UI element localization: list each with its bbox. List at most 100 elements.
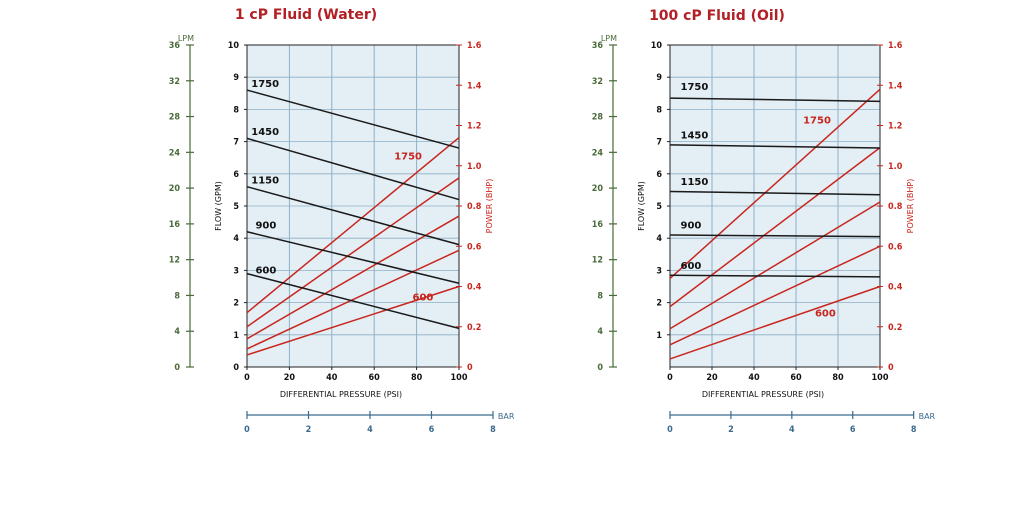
y-tick-label: 7 (233, 138, 239, 148)
y-axis-label: FLOW (GPM) (214, 181, 223, 231)
y-tick-label: 4 (656, 234, 662, 244)
lpm-tick-label: 24 (169, 148, 181, 158)
bar-tick-label: 0 (244, 425, 250, 435)
y2-tick-label: 1.4 (888, 81, 903, 91)
flow-line-900 (246, 231, 460, 285)
y-tick-label: 6 (656, 170, 662, 180)
y2-tick-label: 1.2 (467, 122, 481, 132)
x-tick-label: 40 (748, 373, 760, 383)
power-line-1150 (246, 215, 460, 340)
power-line-1450 (246, 177, 460, 328)
y-tick-label: 4 (233, 234, 239, 244)
y-tick-label: 10 (228, 41, 240, 51)
y2-tick-label: 1.2 (888, 122, 902, 132)
y-tick-label: 1 (656, 331, 662, 341)
power-line-1450 (669, 147, 881, 308)
power-line-600 (246, 285, 460, 356)
lpm-tick-label: 0 (597, 363, 603, 373)
y-tick-label: 1 (233, 331, 239, 341)
bar-axis-title: BAR (498, 412, 515, 421)
flow-line-600 (669, 274, 881, 278)
y-tick-label: 5 (233, 202, 239, 212)
bar-tick-label: 4 (367, 425, 373, 435)
flow-line-600 (246, 272, 460, 330)
power-line-600 (669, 285, 881, 360)
y-tick-label: 9 (233, 73, 239, 83)
y2-tick-label: 1.0 (888, 162, 903, 172)
flow-label-1450: 1450 (251, 127, 279, 138)
flow-label-1150: 1150 (681, 177, 709, 188)
y-tick-label: 7 (656, 138, 662, 148)
x-tick-label: 20 (706, 373, 718, 383)
x-tick-label: 20 (284, 373, 296, 383)
lpm-tick-label: 20 (169, 184, 181, 194)
flow-line-1450 (246, 137, 460, 201)
y-tick-label: 8 (656, 105, 662, 115)
lpm-tick-label: 12 (592, 256, 603, 266)
bar-tick-label: 2 (306, 425, 312, 435)
lpm-tick-label: 36 (592, 41, 604, 51)
flow-label-600: 600 (681, 261, 702, 272)
flow-label-900: 900 (255, 221, 276, 232)
y2-tick-label: 0.6 (467, 242, 482, 252)
y-tick-label: 8 (233, 105, 239, 115)
flow-line-1750 (669, 97, 881, 103)
flow-label-900: 900 (681, 221, 702, 232)
flow-line-900 (669, 234, 881, 238)
lpm-tick-label: 36 (169, 41, 181, 51)
chart-title: 100 cP Fluid (Oil) (649, 8, 785, 24)
x-tick-label: 60 (369, 373, 381, 383)
flow-line-1150 (246, 185, 460, 246)
y2-axis-label: POWER (BHP) (906, 179, 915, 234)
power-line-900 (246, 249, 460, 350)
bar-tick-label: 6 (850, 425, 856, 435)
lpm-tick-label: 20 (592, 184, 604, 194)
power-label-1750: 1750 (803, 115, 831, 126)
y-tick-label: 9 (656, 73, 662, 83)
y2-tick-label: 0.2 (888, 323, 902, 333)
y2-tick-label: 1.6 (888, 41, 903, 51)
flow-line-1750 (246, 89, 460, 149)
y2-tick-label: 0.8 (467, 202, 482, 212)
y-tick-label: 2 (656, 299, 662, 309)
x-tick-label: 0 (244, 373, 250, 383)
flow-label-1750: 1750 (681, 82, 709, 93)
y-tick-label: 3 (233, 266, 239, 276)
flow-label-1450: 1450 (681, 130, 709, 141)
lpm-tick-label: 32 (592, 77, 603, 87)
x-axis-label: DIFFERENTIAL PRESSURE (PSI) (702, 390, 824, 399)
x-tick-label: 40 (326, 373, 338, 383)
lpm-axis-title: LPM (601, 34, 617, 43)
y2-axis-label: POWER (BHP) (485, 179, 494, 234)
lpm-tick-label: 16 (169, 220, 181, 230)
x-axis-label: DIFFERENTIAL PRESSURE (PSI) (280, 390, 402, 399)
y-tick-label: 2 (233, 299, 239, 309)
y2-tick-label: 0.8 (888, 202, 903, 212)
flow-label-1750: 1750 (251, 79, 279, 90)
y-tick-label: 3 (656, 266, 662, 276)
y-tick-label: 10 (651, 41, 663, 51)
y2-tick-label: 0.2 (467, 323, 481, 333)
lpm-tick-label: 28 (592, 113, 604, 123)
lpm-tick-label: 4 (174, 327, 180, 337)
bar-axis-title: BAR (919, 412, 936, 421)
y2-tick-label: 0.6 (888, 242, 903, 252)
x-tick-label: 80 (832, 373, 844, 383)
power-label-1750: 1750 (394, 152, 422, 163)
lpm-tick-label: 24 (592, 148, 604, 158)
bar-tick-label: 8 (490, 425, 496, 435)
flow-label-600: 600 (255, 266, 276, 277)
power-line-1150 (669, 201, 881, 330)
power-line-1750 (669, 88, 881, 280)
lpm-tick-label: 0 (174, 363, 180, 373)
lpm-tick-label: 16 (592, 220, 604, 230)
x-tick-label: 60 (790, 373, 802, 383)
chart-title: 1 cP Fluid (Water) (235, 7, 377, 23)
lpm-tick-label: 32 (169, 77, 180, 87)
x-tick-label: 100 (872, 373, 889, 383)
bar-tick-label: 8 (911, 425, 917, 435)
lpm-tick-label: 12 (169, 256, 180, 266)
